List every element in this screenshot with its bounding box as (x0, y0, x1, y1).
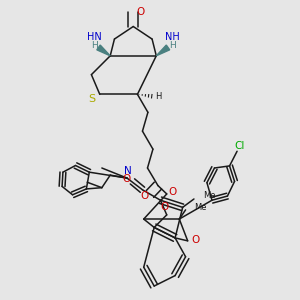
Text: H: H (155, 92, 162, 101)
Text: HN: HN (87, 32, 102, 42)
Text: H: H (91, 41, 98, 50)
Text: O: O (141, 191, 149, 201)
Text: O: O (160, 202, 169, 212)
Text: H: H (169, 41, 175, 50)
Text: O: O (169, 187, 177, 197)
Text: Cl: Cl (234, 141, 244, 151)
Polygon shape (156, 45, 170, 56)
Text: N: N (124, 166, 132, 176)
Text: S: S (89, 94, 96, 104)
Polygon shape (97, 45, 110, 56)
Text: O: O (122, 174, 130, 184)
Text: Me: Me (194, 203, 206, 212)
Text: NH: NH (165, 32, 179, 42)
Text: Me: Me (203, 191, 216, 200)
Text: O: O (137, 7, 145, 17)
Text: O: O (191, 235, 199, 245)
